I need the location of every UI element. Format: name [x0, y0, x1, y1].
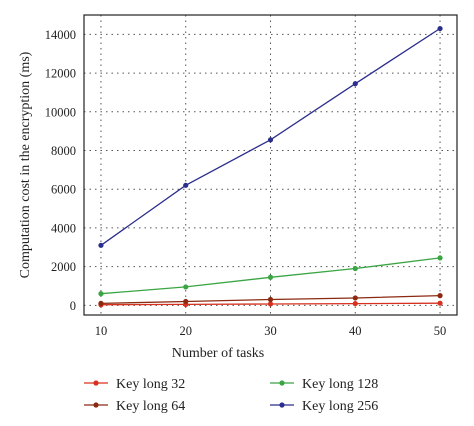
- grid-layer: [84, 15, 457, 315]
- x-tick-label: 50: [434, 324, 447, 338]
- legend-item: Key long 32: [84, 377, 185, 392]
- data-point: [437, 25, 443, 32]
- legend-swatch-marker: [279, 402, 285, 408]
- data-point: [267, 274, 274, 280]
- y-axis-label: Computation cost in the encryption (ms): [18, 51, 33, 278]
- plot-frame: [83, 14, 458, 316]
- series-3: [98, 25, 443, 248]
- legend-label: Key long 256: [302, 399, 378, 414]
- legend-swatch-marker: [93, 380, 99, 386]
- x-axis-ticks: 10 20 30 40 50: [95, 324, 447, 338]
- legend-label: Key long 32: [116, 377, 185, 392]
- x-tick-label: 40: [349, 324, 362, 338]
- legend-item: Key long 128: [270, 377, 378, 392]
- data-point: [183, 182, 189, 188]
- data-point: [267, 301, 274, 307]
- data-point: [98, 300, 104, 306]
- x-axis-label: Number of tasks: [172, 346, 265, 361]
- legend-label: Key long 128: [302, 377, 378, 392]
- data-point: [352, 300, 358, 307]
- data-point: [437, 300, 443, 306]
- x-tick-label: 30: [264, 324, 277, 338]
- legend-label: Key long 64: [116, 399, 185, 414]
- legend-item: Key long 256: [270, 399, 378, 414]
- series-0: [98, 300, 443, 308]
- data-point: [352, 295, 358, 301]
- x-tick-label: 20: [179, 324, 192, 338]
- data-point: [183, 298, 189, 305]
- data-point: [183, 284, 189, 290]
- data-point: [437, 255, 443, 261]
- y-tick-label: 4000: [51, 221, 76, 235]
- series-1: [98, 293, 443, 306]
- data-point: [98, 242, 104, 248]
- y-tick-label: 8000: [51, 144, 76, 158]
- legend-item: Key long 64: [84, 399, 185, 414]
- y-axis-ticks: 0 2000 4000 6000 8000 10000 12000 14000: [45, 28, 76, 313]
- y-tick-label: 12000: [45, 67, 76, 81]
- legend-swatch-marker: [93, 402, 99, 408]
- x-tick-label: 10: [95, 324, 108, 338]
- legend: Key long 32 Key long 64 Key long 128 Key lo…: [84, 377, 378, 414]
- series-2: [98, 255, 443, 297]
- y-tick-label: 14000: [45, 28, 76, 42]
- y-tick-label: 6000: [51, 183, 76, 197]
- series-layer: [98, 25, 443, 308]
- data-point: [267, 137, 274, 143]
- data-point: [98, 291, 104, 297]
- data-point: [267, 296, 274, 303]
- legend-swatch-marker: [279, 380, 285, 386]
- data-point: [352, 81, 358, 87]
- y-tick-label: 0: [70, 299, 76, 313]
- data-point: [437, 293, 443, 299]
- y-tick-label: 2000: [51, 260, 76, 274]
- data-point: [352, 265, 358, 272]
- y-tick-label: 10000: [45, 105, 76, 119]
